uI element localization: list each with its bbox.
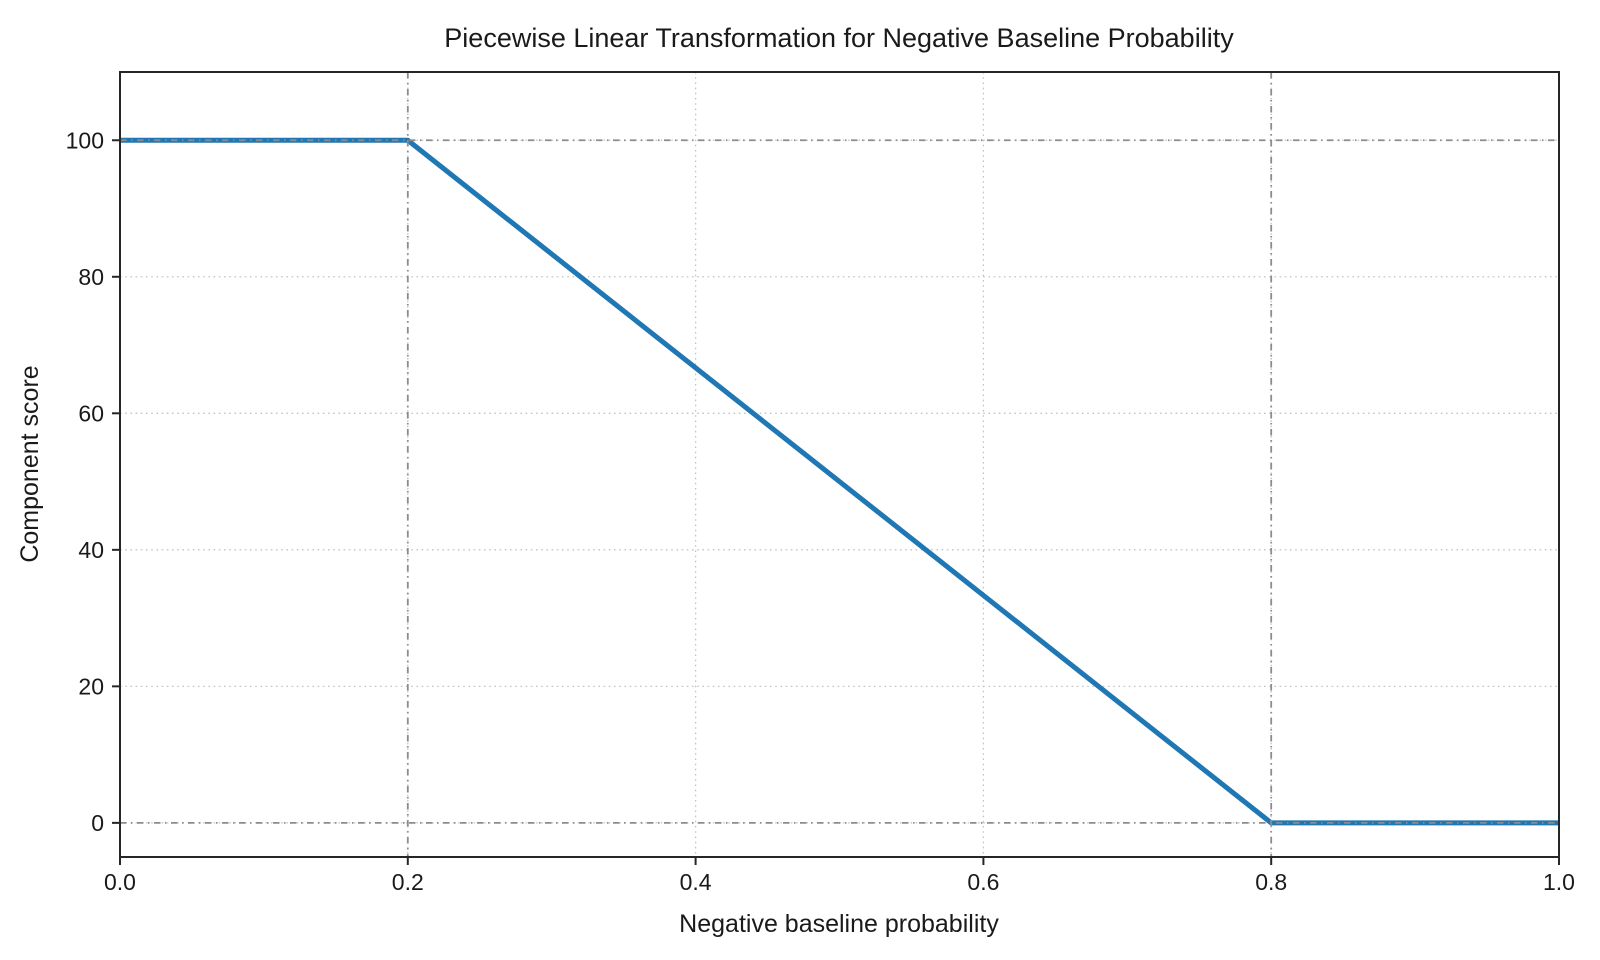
- axis-ticks: 0.0 0.2 0.4 0.6 0.8 1.0 0 20 40 60 80 100: [66, 127, 1575, 895]
- x-tick-label: 0.2: [392, 869, 424, 895]
- x-tick-label: 0.8: [1255, 869, 1287, 895]
- y-tick-label: 100: [66, 127, 104, 153]
- x-tick-label: 1.0: [1543, 869, 1575, 895]
- x-tick-label: 0.0: [104, 869, 136, 895]
- x-tick-label: 0.4: [680, 869, 712, 895]
- piecewise-line-series: [120, 137, 1559, 826]
- y-tick-label: 0: [91, 810, 104, 836]
- chart-title: Piecewise Linear Transformation for Nega…: [444, 23, 1234, 53]
- y-tick-label: 60: [78, 400, 104, 426]
- y-tick-label: 80: [78, 264, 104, 290]
- x-axis-label: Negative baseline probability: [679, 910, 999, 938]
- y-tick-label: 20: [78, 673, 104, 699]
- reference-lines: [120, 72, 1559, 857]
- gridlines: [119, 72, 1560, 857]
- plot-border: [119, 71, 1560, 858]
- y-axis-label: Component score: [16, 365, 44, 562]
- y-tick-label: 40: [78, 537, 104, 563]
- x-tick-label: 0.6: [967, 869, 999, 895]
